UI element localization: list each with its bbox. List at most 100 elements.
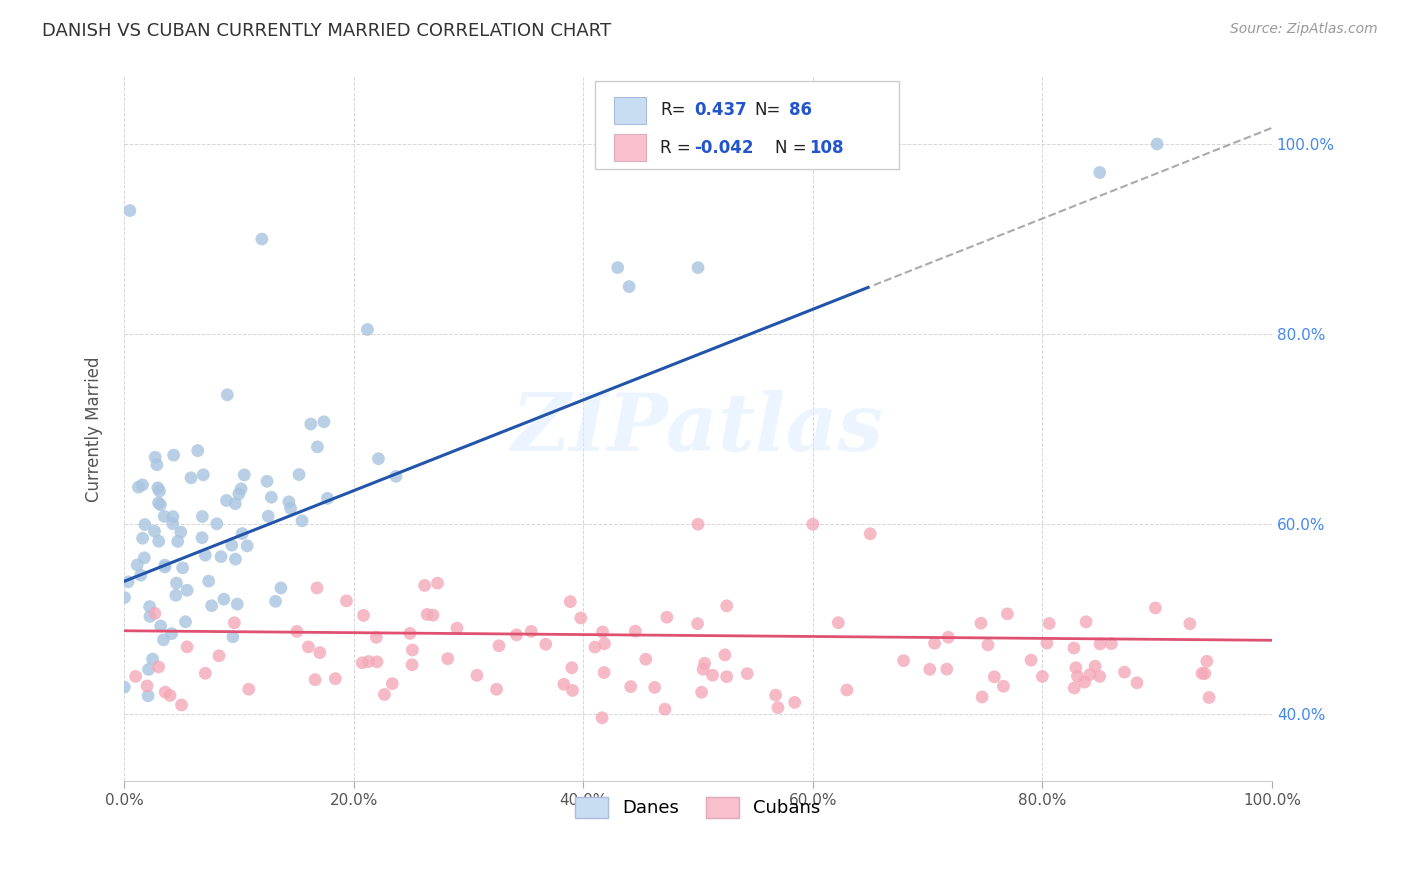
FancyBboxPatch shape bbox=[614, 134, 647, 161]
Point bbox=[194, 548, 217, 562]
Point bbox=[143, 524, 166, 539]
Point bbox=[1063, 641, 1085, 656]
Point bbox=[146, 481, 169, 495]
Point bbox=[413, 578, 436, 592]
Point bbox=[129, 568, 152, 582]
Point bbox=[1195, 654, 1218, 668]
Point bbox=[174, 615, 197, 629]
Point bbox=[127, 480, 149, 494]
Point bbox=[827, 615, 849, 630]
Point bbox=[357, 655, 380, 669]
Point bbox=[124, 669, 146, 683]
Point bbox=[163, 448, 186, 462]
Point bbox=[995, 607, 1018, 621]
Point bbox=[1031, 669, 1053, 683]
Point bbox=[228, 487, 250, 501]
Point bbox=[288, 467, 311, 482]
Point bbox=[1099, 637, 1122, 651]
Point bbox=[224, 552, 246, 566]
Point bbox=[352, 656, 374, 670]
Point bbox=[1144, 601, 1167, 615]
Point bbox=[1191, 666, 1213, 681]
Point bbox=[655, 610, 678, 624]
Point bbox=[1063, 681, 1085, 695]
Point bbox=[1019, 653, 1042, 667]
Point bbox=[1178, 616, 1201, 631]
Point bbox=[983, 670, 1005, 684]
Point bbox=[285, 624, 308, 639]
Point bbox=[553, 677, 575, 691]
Point bbox=[134, 517, 156, 532]
Point bbox=[592, 624, 614, 639]
Point bbox=[146, 458, 169, 472]
Point bbox=[765, 688, 787, 702]
Point bbox=[162, 516, 184, 531]
Point bbox=[316, 491, 339, 506]
Point bbox=[297, 640, 319, 654]
Point bbox=[256, 475, 278, 489]
Point bbox=[561, 683, 583, 698]
Point bbox=[257, 509, 280, 524]
Legend: Danes, Cubans: Danes, Cubans bbox=[568, 789, 828, 825]
Point bbox=[166, 534, 188, 549]
Point bbox=[972, 690, 994, 704]
Point bbox=[143, 450, 166, 465]
Point bbox=[1084, 659, 1107, 673]
Point bbox=[859, 526, 882, 541]
Point bbox=[277, 495, 299, 509]
Point bbox=[308, 646, 330, 660]
Point bbox=[127, 558, 149, 572]
Point bbox=[117, 574, 139, 589]
Point bbox=[690, 685, 713, 699]
Point bbox=[222, 630, 245, 644]
Point bbox=[366, 630, 388, 644]
Point bbox=[335, 594, 357, 608]
Point bbox=[205, 516, 228, 531]
Point bbox=[485, 682, 508, 697]
Point bbox=[1064, 661, 1087, 675]
Point bbox=[465, 668, 488, 682]
Point bbox=[162, 509, 184, 524]
Point bbox=[561, 661, 583, 675]
Point bbox=[977, 638, 1000, 652]
Text: 86: 86 bbox=[789, 102, 811, 120]
Point bbox=[634, 652, 657, 666]
Point bbox=[353, 608, 375, 623]
Point bbox=[148, 483, 170, 498]
Point bbox=[702, 668, 724, 682]
Point bbox=[152, 632, 174, 647]
Point bbox=[304, 673, 326, 687]
Point bbox=[138, 662, 160, 676]
Point bbox=[221, 538, 243, 552]
Point bbox=[270, 581, 292, 595]
Point bbox=[153, 560, 176, 574]
Point bbox=[200, 599, 222, 613]
Point bbox=[217, 388, 239, 402]
Point bbox=[1194, 666, 1216, 681]
Point bbox=[194, 666, 217, 681]
Point bbox=[264, 594, 287, 608]
Point bbox=[399, 626, 422, 640]
Point bbox=[136, 689, 159, 703]
Point bbox=[1126, 675, 1149, 690]
Point bbox=[187, 443, 209, 458]
Y-axis label: Currently Married: Currently Married bbox=[86, 357, 103, 502]
Point bbox=[112, 680, 135, 694]
Point bbox=[624, 624, 647, 639]
Text: DANISH VS CUBAN CURRENTLY MARRIED CORRELATION CHART: DANISH VS CUBAN CURRENTLY MARRIED CORREL… bbox=[42, 22, 612, 40]
Point bbox=[307, 440, 329, 454]
Point bbox=[153, 509, 176, 524]
Point bbox=[644, 681, 666, 695]
Point bbox=[149, 498, 172, 512]
Text: 0.437: 0.437 bbox=[695, 102, 748, 120]
Point bbox=[783, 695, 806, 709]
Point bbox=[835, 683, 858, 698]
Point bbox=[176, 640, 198, 654]
Point bbox=[1078, 667, 1101, 681]
Point bbox=[436, 651, 458, 665]
Point bbox=[488, 639, 510, 653]
Point bbox=[305, 581, 328, 595]
Point bbox=[191, 531, 214, 545]
Point bbox=[569, 611, 592, 625]
Point bbox=[593, 665, 616, 680]
